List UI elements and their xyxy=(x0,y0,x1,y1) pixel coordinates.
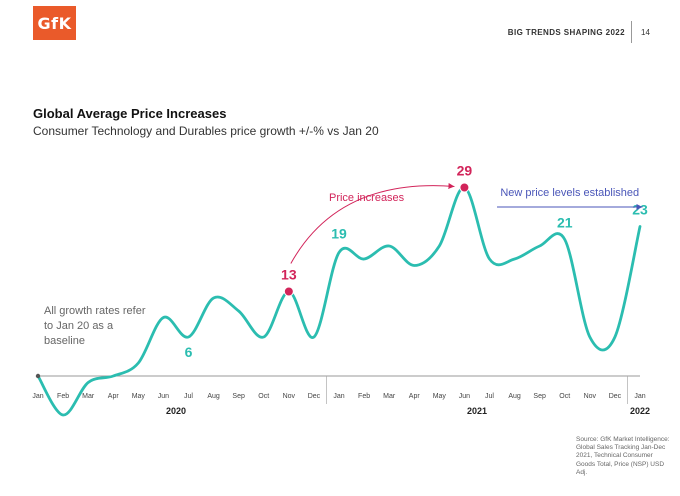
x-tick-label: Apr xyxy=(108,393,120,400)
x-tick-label: Oct xyxy=(258,393,269,400)
year-label: 2022 xyxy=(630,406,650,416)
x-tick-label: Dec xyxy=(609,393,622,400)
data-label: 19 xyxy=(331,226,347,242)
page-number: 14 xyxy=(641,28,650,37)
price-increase-arrow xyxy=(290,183,455,264)
price-growth-line xyxy=(36,186,642,417)
x-tick-label: Mar xyxy=(82,393,95,400)
highlight-point xyxy=(459,182,470,193)
x-tick-label: Sep xyxy=(232,393,245,400)
data-label: 6 xyxy=(185,344,193,360)
price-increases-label: Price increases xyxy=(329,192,405,204)
header-divider xyxy=(631,21,632,43)
chart-subtitle: Consumer Technology and Durables price g… xyxy=(33,124,379,138)
x-tick-label: Oct xyxy=(559,393,570,400)
x-tick-label: Apr xyxy=(409,393,421,400)
x-tick-label: Jun xyxy=(459,393,470,400)
year-label: 2020 xyxy=(166,406,186,416)
x-tick-label: Mar xyxy=(383,393,396,400)
x-tick-label: Jan xyxy=(32,393,43,400)
x-tick-label: Feb xyxy=(358,393,370,400)
x-tick-label: Aug xyxy=(207,393,220,400)
start-point xyxy=(35,373,41,379)
baseline-note: All growth rates refer to Jan 20 as a ba… xyxy=(44,305,146,347)
x-tick-label: Jan xyxy=(333,393,344,400)
x-tick-label: May xyxy=(132,393,146,400)
data-label: 23 xyxy=(632,202,648,218)
new-levels-label: New price levels established xyxy=(500,187,639,199)
report-title: BIG TRENDS SHAPING 2022 xyxy=(507,28,625,37)
x-tick-label: Jul xyxy=(184,393,193,400)
x-tick-label: Nov xyxy=(283,393,296,400)
source-note: Source: GfK Market Intelligence: Global … xyxy=(576,436,670,476)
x-tick-label: Aug xyxy=(508,393,521,400)
x-tick-label: Jul xyxy=(485,393,494,400)
x-tick-label: May xyxy=(433,393,447,400)
gfk-logo: GfK xyxy=(33,6,76,40)
highlight-point xyxy=(283,286,294,297)
year-label: 2021 xyxy=(467,406,487,416)
x-tick-label: Dec xyxy=(308,393,321,400)
x-tick-label: Jan xyxy=(634,393,645,400)
data-label: 13 xyxy=(281,267,297,283)
x-tick-label: Jun xyxy=(158,393,169,400)
data-label: 29 xyxy=(457,163,473,179)
data-label: 21 xyxy=(557,215,573,231)
chart-title: Global Average Price Increases xyxy=(33,106,227,121)
x-tick-label: Nov xyxy=(584,393,597,400)
x-tick-label: Sep xyxy=(533,393,546,400)
x-tick-label: Feb xyxy=(57,393,69,400)
